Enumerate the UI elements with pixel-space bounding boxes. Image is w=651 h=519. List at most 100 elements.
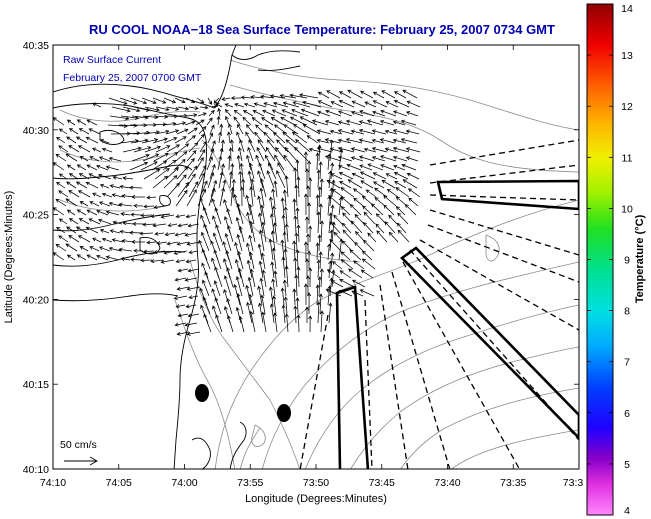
current-vector — [68, 145, 80, 153]
current-vector — [219, 187, 226, 207]
current-vector — [238, 170, 243, 189]
current-vector — [384, 221, 396, 234]
current-vector — [304, 168, 309, 188]
current-vector — [66, 209, 76, 216]
current-vector — [308, 315, 313, 333]
current-vector — [86, 119, 98, 126]
current-vector — [195, 157, 204, 171]
current-vector — [307, 292, 312, 315]
current-vector — [316, 259, 321, 279]
current-vector — [146, 195, 157, 200]
depth-contours — [59, 59, 579, 469]
current-vector — [303, 151, 308, 171]
current-vector — [341, 240, 353, 252]
current-vector — [375, 223, 385, 234]
current-vector — [92, 102, 102, 108]
current-vector — [381, 90, 396, 99]
current-vector — [295, 297, 300, 315]
current-vector — [395, 187, 410, 198]
current-vector — [228, 123, 233, 135]
current-vector — [295, 159, 300, 180]
current-vector — [340, 187, 355, 198]
current-vector — [308, 267, 313, 288]
current-vector — [174, 322, 187, 327]
current-vector — [348, 268, 363, 279]
current-vector — [188, 106, 199, 111]
current-vector — [53, 252, 65, 261]
current-vector — [196, 97, 205, 104]
current-vector — [177, 143, 190, 153]
current-vector — [164, 114, 179, 119]
current-vector — [133, 146, 152, 153]
current-vector — [272, 101, 289, 108]
current-vector — [112, 175, 123, 180]
current-vector — [226, 267, 234, 288]
current-vector — [361, 250, 373, 261]
current-vector — [360, 90, 374, 99]
current-vector — [208, 109, 215, 117]
current-vector — [329, 238, 342, 252]
x-tick-label: 73:35 — [500, 477, 526, 489]
current-vector — [319, 268, 324, 288]
current-vector — [326, 90, 341, 99]
current-vector — [201, 279, 210, 297]
current-vector — [241, 178, 246, 198]
current-vector — [202, 296, 211, 315]
current-vector — [372, 100, 388, 108]
current-vector — [273, 270, 278, 288]
current-vector — [218, 131, 223, 144]
current-vector — [212, 232, 221, 252]
current-vector — [257, 170, 264, 189]
current-vector — [239, 186, 244, 207]
current-vector — [186, 150, 197, 162]
current-vector — [248, 162, 255, 180]
current-vector — [400, 137, 418, 144]
current-vector — [338, 164, 351, 171]
current-vector — [359, 164, 373, 171]
current-vector — [292, 240, 297, 261]
current-vector — [325, 109, 342, 117]
current-vector — [198, 164, 207, 180]
current-vector — [329, 147, 344, 153]
current-vector — [405, 147, 421, 153]
current-vector — [144, 145, 162, 153]
chart-title: RU COOL NOAA−18 Sea Surface Temperature:… — [89, 22, 555, 37]
current-vector — [281, 256, 286, 279]
current-vector — [363, 239, 375, 252]
current-vector — [196, 133, 205, 144]
y-tick-label: 40:15 — [23, 379, 49, 391]
current-vector — [359, 171, 376, 180]
current-vector — [338, 171, 354, 180]
current-vector — [224, 115, 230, 126]
current-vector — [327, 243, 332, 261]
current-vector — [66, 254, 76, 261]
current-vector — [270, 230, 276, 252]
current-vector — [292, 288, 297, 306]
current-vector — [273, 222, 278, 243]
current-vector — [405, 156, 419, 162]
current-vector — [299, 116, 318, 126]
current-vector — [58, 145, 69, 153]
current-vector — [98, 246, 111, 252]
current-vector — [226, 131, 231, 144]
current-vector — [174, 97, 186, 104]
current-vector — [372, 172, 387, 180]
current-vector — [216, 115, 221, 126]
current-vector — [88, 218, 101, 225]
current-vector — [153, 250, 166, 255]
current-vector — [294, 184, 299, 207]
current-vector — [264, 154, 274, 171]
current-vector — [130, 97, 148, 105]
current-vector — [304, 258, 309, 278]
current-vector — [98, 156, 111, 162]
current-vector — [255, 124, 266, 135]
current-vector — [240, 95, 253, 100]
current-vector — [186, 286, 201, 291]
current-vector — [341, 222, 352, 234]
current-vector — [388, 214, 398, 225]
current-vector — [152, 97, 167, 104]
current-vector — [318, 293, 323, 315]
current-vector — [306, 185, 311, 206]
current-vector — [215, 314, 223, 333]
current-vector — [245, 194, 252, 216]
